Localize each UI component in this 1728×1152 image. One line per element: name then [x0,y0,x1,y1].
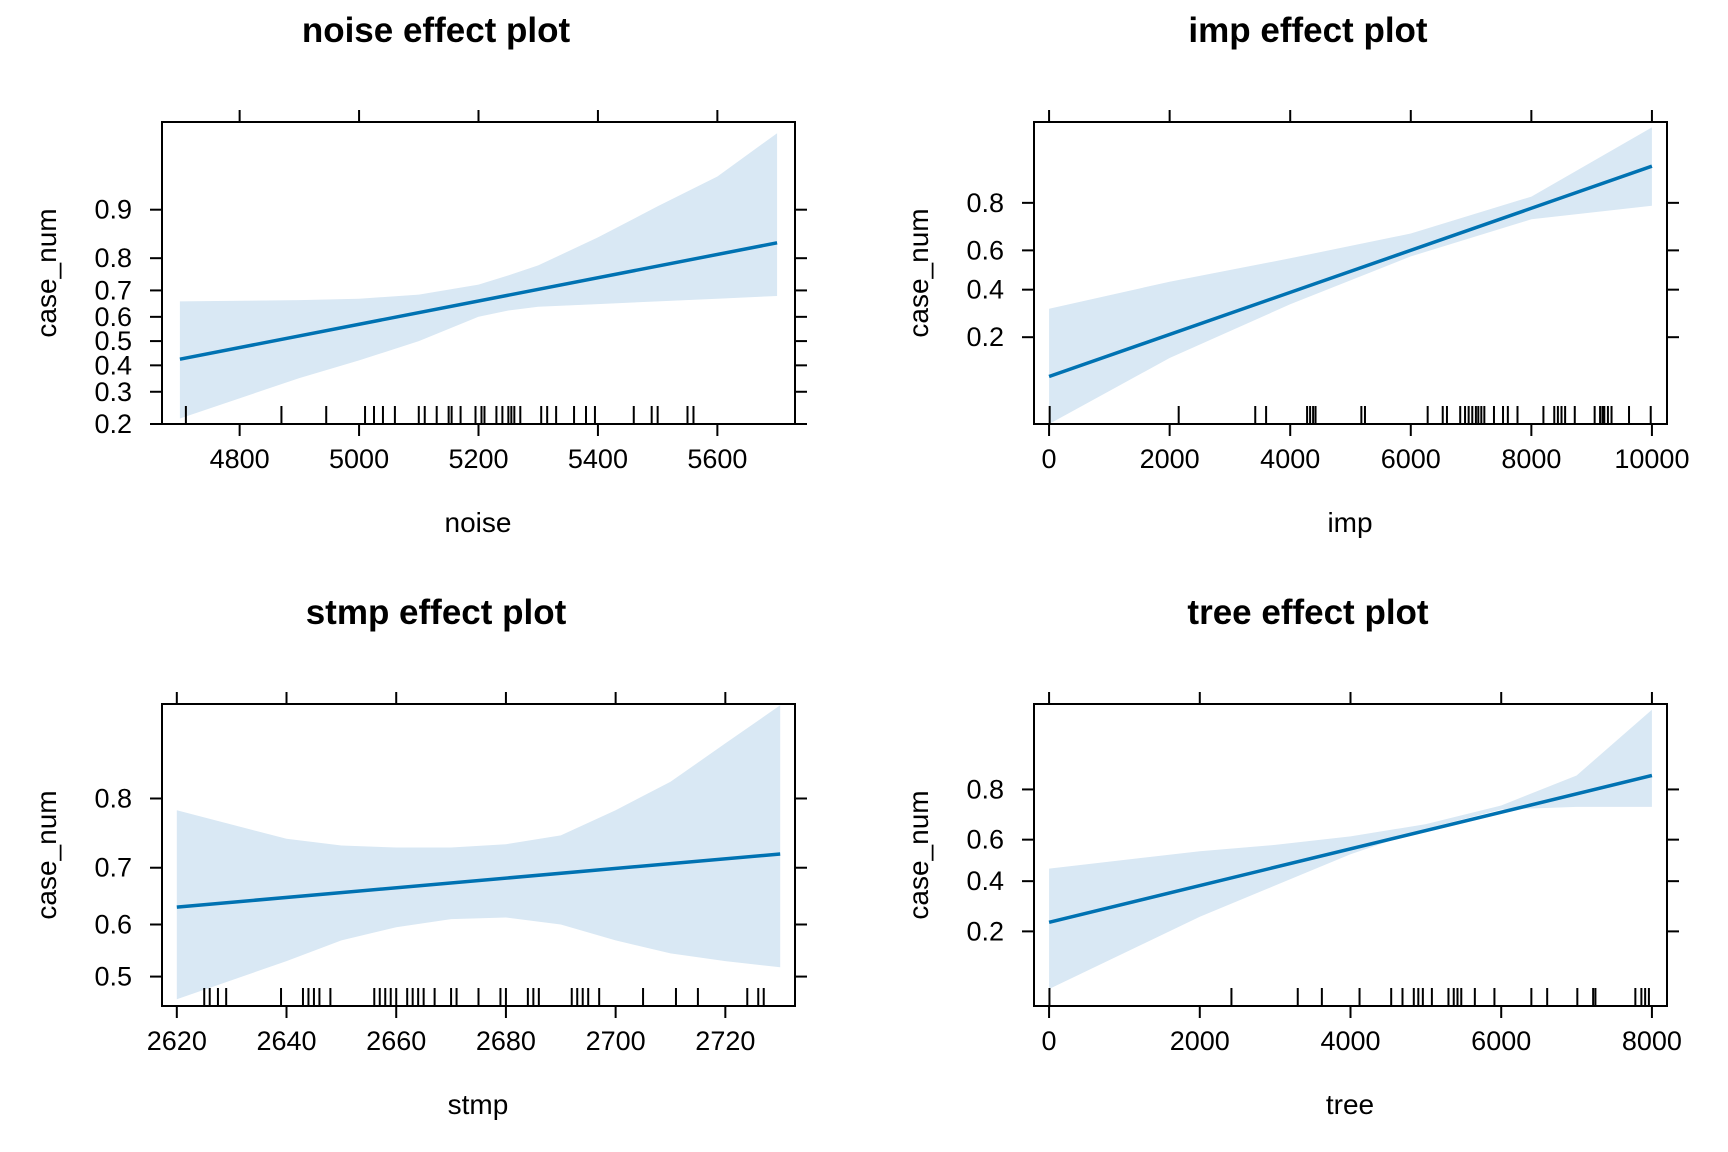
x-axis-label: noise [445,507,512,538]
y-tick-label: 0.7 [94,275,132,305]
plot-frame [1033,703,1668,1007]
x-tick-label: 4800 [210,444,270,474]
y-tick-label: 0.6 [94,302,132,332]
x-tick-label: 2000 [1170,1026,1230,1056]
y-tick-label: 0.4 [966,275,1004,305]
panel-noise: noise effect plot noise case_num 4800 500… [31,11,807,538]
x-tick-label: 2660 [366,1026,426,1056]
x-tick-label: 10000 [1614,444,1689,474]
x-tick-label: 2620 [147,1026,207,1056]
y-tick-label: 0.9 [94,195,132,225]
y-tick-label: 0.6 [94,909,132,939]
panel-title: tree effect plot [1187,593,1428,632]
x-axis-label: stmp [448,1089,509,1120]
y-tick-label: 0.5 [94,962,132,992]
y-tick-label: 0.6 [966,825,1004,855]
y-tick-label: 0.7 [94,853,132,883]
y-tick-label: 0.2 [966,322,1004,352]
fitted-line [1048,773,1653,924]
y-tick-label: 0.8 [94,783,132,813]
confidence-band [179,133,778,419]
x-tick-label: 2720 [695,1026,755,1056]
x-tick-label: 6000 [1381,444,1441,474]
x-tick-label: 8000 [1501,444,1561,474]
y-axis-label: case_num [31,790,62,919]
x-tick-label: 5200 [448,444,508,474]
panel-tree: tree effect plot tree case_num 0 2000 4000… [903,593,1682,1120]
y-axis-label: case_num [903,790,934,919]
y-tick-label: 0.4 [94,350,132,380]
x-tick-label: 5400 [568,444,628,474]
panel-title: imp effect plot [1188,11,1428,50]
y-tick-label: 0.2 [94,409,132,439]
plot-frame [161,703,796,1007]
y-tick-label: 0.4 [966,866,1004,896]
panel-title: stmp effect plot [306,593,567,632]
x-tick-label: 2680 [476,1026,536,1056]
y-tick-label: 0.8 [966,188,1004,218]
panel-imp: imp effect plot imp case_num 0 2000 4000 60… [903,11,1689,538]
x-tick-label: 5600 [687,444,747,474]
y-axis-label: case_num [903,208,934,337]
x-tick-label: 2000 [1140,444,1200,474]
y-tick-label: 0.2 [966,916,1004,946]
x-tick-label: 0 [1042,1026,1057,1056]
x-tick-label: 2700 [586,1026,646,1056]
x-tick-label: 6000 [1471,1026,1531,1056]
x-tick-label: 2640 [256,1026,316,1056]
fitted-line [1048,164,1653,379]
y-tick-label: 0.6 [966,235,1004,265]
y-tick-label: 0.8 [966,774,1004,804]
confidence-band [1049,127,1652,425]
fitted-line [176,852,781,909]
plot-frame [1033,121,1668,425]
x-tick-label: 0 [1042,444,1057,474]
x-axis-label: imp [1327,507,1372,538]
fitted-line [179,241,778,361]
x-tick-label: 8000 [1622,1026,1682,1056]
confidence-band [176,705,781,1000]
panel-title: noise effect plot [302,11,571,50]
x-axis-label: tree [1326,1089,1374,1120]
y-tick-label: 0.5 [94,326,132,356]
x-tick-label: 5000 [329,444,389,474]
y-axis-label: case_num [31,208,62,337]
x-tick-label: 4000 [1260,444,1320,474]
x-tick-label: 4000 [1320,1026,1380,1056]
y-tick-label: 0.8 [94,243,132,273]
y-tick-label: 0.3 [94,377,132,407]
panel-stmp: stmp effect plot stmp case_num 2620 2640 2… [31,593,807,1120]
